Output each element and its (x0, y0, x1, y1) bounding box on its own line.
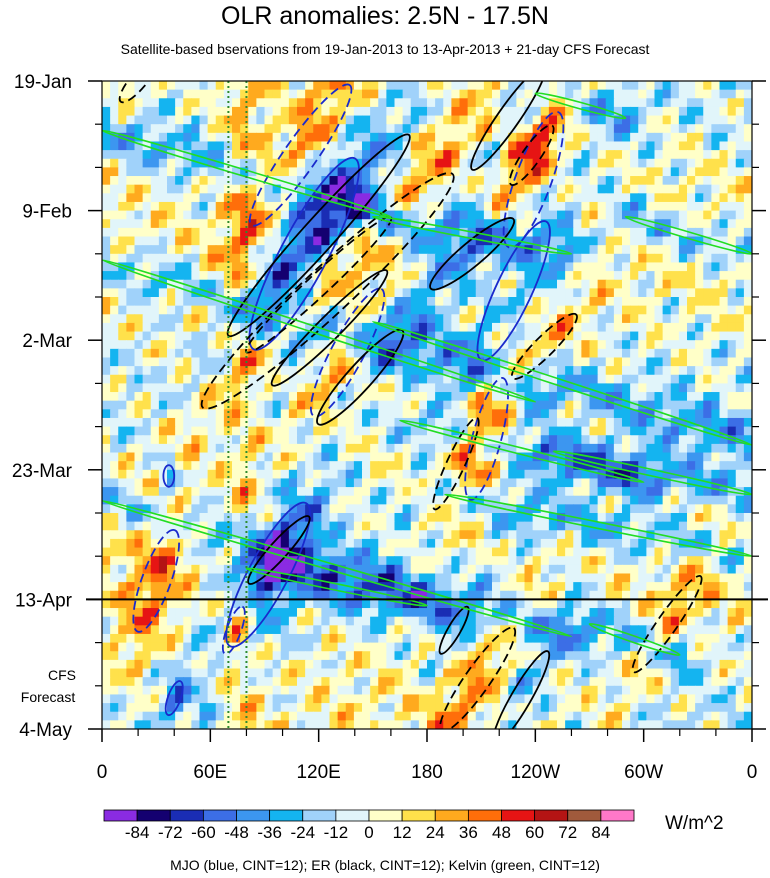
x-tick-label: 60E (193, 762, 227, 783)
colorbar-label: -36 (257, 823, 282, 842)
colorbar-swatch (269, 809, 304, 822)
mjo-contour-5 (248, 83, 353, 227)
colorbar-label: -12 (324, 823, 349, 842)
colorbar-swatch (236, 809, 271, 822)
colorbar-swatch (501, 809, 536, 822)
x-tick-label: 60W (624, 762, 663, 783)
colorbar-swatch (401, 809, 436, 822)
kelvin-contour-33 (399, 419, 645, 484)
colorbar-swatch (302, 809, 337, 822)
colorbar-label: -24 (290, 823, 315, 842)
y-tick-label: 2-Mar (22, 331, 72, 352)
er-contour-13 (510, 312, 578, 380)
mjo-contour-1 (225, 501, 311, 648)
y-axis: 19-Jan 9-Feb 2-Mar 23-Mar 13-Apr 4-May (12, 72, 766, 741)
y-tick-label: 19-Jan (14, 72, 72, 93)
kelvin-contour-32 (371, 320, 752, 446)
colorbar-units: W/m^2 (665, 813, 724, 834)
er-contour-20 (270, 269, 389, 387)
er-contour-23 (470, 81, 547, 171)
x-tick-label: 180 (411, 762, 443, 783)
er-contour-15 (432, 416, 480, 511)
colorbar-label: -84 (125, 823, 150, 842)
mjo-contour-8 (132, 529, 180, 633)
er-contour-11 (200, 172, 455, 410)
colorbar-swatch (534, 809, 569, 822)
kelvin-contour-28 (534, 92, 627, 120)
colorbar-swatch (202, 809, 237, 822)
mjo-contour-3 (164, 680, 184, 717)
colorbar-label: 12 (393, 823, 412, 842)
colorbar-label: 60 (525, 823, 544, 842)
x-tick-label: 120W (511, 762, 561, 783)
colorbar-swatch (434, 809, 469, 822)
colorbar-label: 84 (591, 823, 610, 842)
colorbar-swatch (103, 809, 138, 822)
y-tick-label: 13-Apr (15, 590, 73, 611)
y-tick-label: 23-Mar (12, 461, 73, 482)
er-contour-18 (118, 81, 158, 104)
mjo-contour-4 (162, 464, 176, 488)
colorbar-label: 72 (558, 823, 577, 842)
colorbar-swatch (136, 809, 171, 822)
er-contour-25 (247, 515, 311, 585)
forecast-label-line2: Forecast (21, 689, 76, 705)
colorbar-swatch (567, 809, 602, 822)
mjo-contour-9 (221, 605, 246, 656)
y-tick-label: 4-May (19, 720, 72, 741)
x-axis: 0 60E 120E 180 120W 60W 0 (97, 729, 758, 783)
x-tick-label: 0 (747, 762, 758, 783)
colorbar-swatch (335, 809, 370, 822)
mjo-contour-0 (248, 156, 360, 351)
chart-subtitle: Satellite-based bservations from 19-Jan-… (120, 41, 650, 57)
kelvin-contour-37 (245, 567, 428, 607)
er-contour-24 (491, 650, 551, 729)
er-contour-22 (429, 217, 516, 291)
colorbar-label: 36 (459, 823, 478, 842)
er-contour-21 (316, 328, 405, 426)
colorbar: -84 -72 -60 -48 -36 -24 -12 0 12 24 36 48 60 72 84 (103, 809, 635, 842)
kelvin-contour-30 (372, 215, 573, 255)
er-contour-14 (508, 124, 555, 186)
colorbar-label: -72 (158, 823, 183, 842)
er-contour-17 (439, 626, 517, 729)
kelvin-contour-38 (588, 622, 681, 657)
forecast-label-line1: CFS (48, 667, 76, 683)
colorbar-label: 24 (426, 823, 445, 842)
colorbar-label: 0 (364, 823, 373, 842)
er-contour-19 (226, 133, 411, 338)
colorbar-swatch (169, 809, 204, 822)
colorbar-swatch (467, 809, 502, 822)
mjo-contour-7 (502, 110, 565, 249)
y-tick-label: 9-Feb (22, 202, 72, 223)
x-tick-label: 120E (296, 762, 340, 783)
er-contour-26 (438, 605, 470, 655)
x-tick-label: 0 (97, 762, 108, 783)
colorbar-swatch (600, 809, 635, 822)
colorbar-label: -48 (224, 823, 249, 842)
olr-anomaly-field (102, 81, 752, 729)
kelvin-contour-31 (624, 215, 752, 255)
colorbar-label: 48 (492, 823, 511, 842)
colorbar-label: -60 (191, 823, 216, 842)
mjo-contour-6 (309, 287, 386, 418)
chart-title: OLR anomalies: 2.5N - 17.5N (221, 2, 549, 30)
er-contour-16 (631, 574, 703, 674)
contour-legend-caption: MJO (blue, CINT=12); ER (black, CINT=12)… (170, 857, 600, 873)
reference-lines (227, 81, 248, 729)
colorbar-swatch (368, 809, 403, 822)
